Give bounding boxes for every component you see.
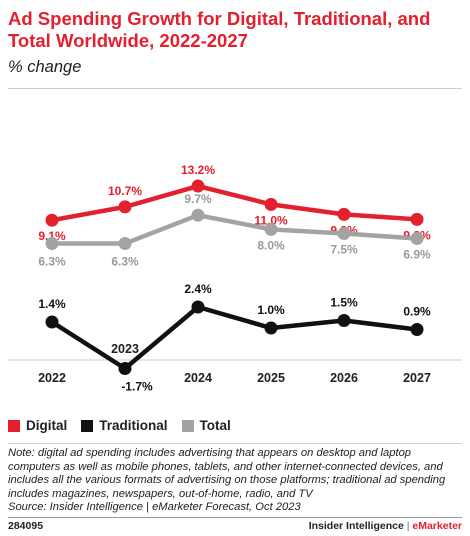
x-tick-label-2025: 2025 xyxy=(257,371,285,385)
point-digital-2026 xyxy=(337,207,351,221)
chart-title: Ad Spending Growth for Digital, Traditio… xyxy=(8,8,431,51)
x-tick-label-2022: 2022 xyxy=(38,371,66,385)
point-total-2024 xyxy=(191,208,205,222)
legend-item-total: Total xyxy=(181,418,231,433)
footer-divider xyxy=(8,517,462,518)
chart-subtitle: % change xyxy=(8,58,82,76)
series-line-traditional xyxy=(50,304,418,371)
chart-id: 284095 xyxy=(8,520,44,532)
data-label-total-2023: 6.3% xyxy=(111,255,139,269)
data-label-digital-2022: 9.1% xyxy=(38,229,66,243)
data-label-traditional-2024: 2.4% xyxy=(184,282,212,296)
data-label-traditional-2023: -1.7% xyxy=(121,380,153,394)
series-line-digital xyxy=(51,183,418,223)
data-label-traditional-2026: 1.5% xyxy=(330,296,358,310)
x-tick-label-2023: 2023 xyxy=(111,342,139,356)
point-traditional-2026 xyxy=(337,314,351,327)
notes: Note: digital ad spending includes adver… xyxy=(8,447,464,515)
data-label-traditional-2027: 0.9% xyxy=(403,305,431,319)
data-label-traditional-2022: 1.4% xyxy=(38,297,66,311)
legend-swatch-total xyxy=(181,419,194,432)
brand-emarketer: eMarketer xyxy=(412,520,462,532)
series-line-total xyxy=(52,212,418,246)
legend-item-traditional: Traditional xyxy=(81,418,168,433)
data-label-total-2022: 6.3% xyxy=(38,255,66,269)
source-text: Source: Insider Intelligence | eMarketer… xyxy=(8,501,301,514)
point-traditional-2023 xyxy=(118,362,132,375)
data-label-total-2024: 9.7% xyxy=(184,192,212,206)
legend-swatch-traditional xyxy=(81,419,94,432)
point-traditional-2025 xyxy=(264,321,278,335)
brand-footer: Insider Intelligence | eMarketer xyxy=(309,520,462,532)
x-tick-label-2026: 2026 xyxy=(330,371,358,385)
point-traditional-2024 xyxy=(191,300,205,314)
legend: Digital Traditional Total xyxy=(8,418,245,433)
point-total-2025 xyxy=(264,222,278,236)
point-total-2027 xyxy=(410,232,424,246)
legend-label-total: Total xyxy=(199,418,231,433)
point-traditional-2022 xyxy=(45,315,59,329)
top-divider xyxy=(8,88,462,89)
legend-item-digital: Digital xyxy=(8,418,67,433)
point-total-2026 xyxy=(337,227,351,241)
legend-label-digital: Digital xyxy=(26,418,68,433)
data-label-digital-2023: 10.7% xyxy=(108,184,142,198)
legend-label-traditional: Traditional xyxy=(99,418,168,433)
point-total-2023 xyxy=(118,237,132,251)
data-label-total-2025: 8.0% xyxy=(257,238,285,252)
point-total-2022 xyxy=(45,237,59,251)
point-digital-2023 xyxy=(118,200,132,214)
legend-swatch-digital xyxy=(8,419,20,432)
point-traditional-2027 xyxy=(410,323,424,336)
line-chart: 9.1%10.7%13.2%11.0%9.8%9.2%6.3%6.3%9.7%8… xyxy=(8,163,462,394)
point-digital-2024 xyxy=(191,179,205,193)
data-label-traditional-2025: 1.0% xyxy=(257,303,285,317)
note-text: Note: digital ad spending includes adver… xyxy=(8,447,446,500)
point-digital-2025 xyxy=(264,197,278,211)
point-digital-2022 xyxy=(45,213,59,227)
x-tick-label-2024: 2024 xyxy=(184,371,212,385)
data-label-digital-2025: 11.0% xyxy=(254,213,288,227)
point-digital-2027 xyxy=(410,212,424,226)
data-label-total-2027: 6.9% xyxy=(403,248,431,262)
brand-main: Insider Intelligence xyxy=(308,520,404,532)
data-label-digital-2024: 13.2% xyxy=(181,163,215,177)
x-tick-label-2027: 2027 xyxy=(403,371,431,385)
brand-separator: | xyxy=(403,520,413,532)
legend-divider xyxy=(8,443,462,444)
data-label-total-2026: 7.5% xyxy=(330,243,358,257)
